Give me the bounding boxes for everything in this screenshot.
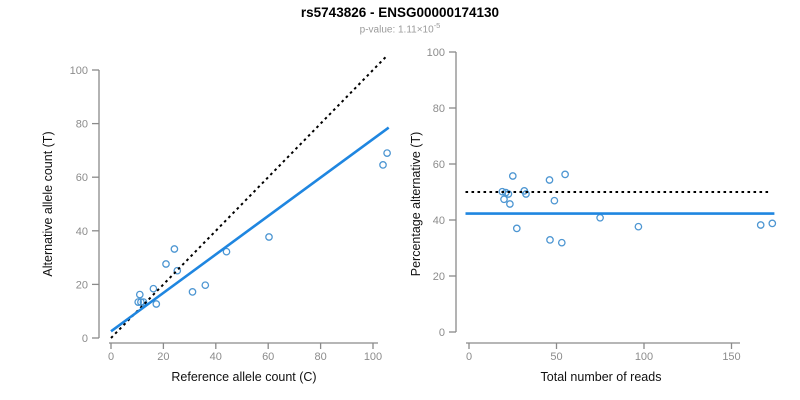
data-point <box>561 170 569 179</box>
p-value-exponent: -5 <box>433 21 441 30</box>
data-point <box>557 238 566 247</box>
y-axis-label-left: Alternative allele count (T) <box>41 131 55 277</box>
y-tick-label: 100 <box>70 65 88 77</box>
x-tick-label: 150 <box>722 351 740 363</box>
y-tick-label: 20 <box>433 271 445 283</box>
y-tick-label: 60 <box>76 172 88 184</box>
data-point <box>173 266 182 275</box>
data-point <box>188 288 197 296</box>
data-point <box>550 196 559 205</box>
y-tick-label: 80 <box>433 103 445 115</box>
identity-line <box>110 55 387 339</box>
x-tick-label: 0 <box>108 351 114 363</box>
y-tick-label: 40 <box>76 226 88 238</box>
y-tick-label: 60 <box>433 159 445 171</box>
y-tick-label: 0 <box>82 333 88 345</box>
data-point <box>522 190 530 198</box>
y-axis-label-right: Percentage alternative (T) <box>409 131 423 277</box>
x-tick-label: 40 <box>210 351 222 363</box>
x-tick-label: 100 <box>364 351 382 363</box>
data-point <box>512 224 521 233</box>
data-point <box>379 161 387 169</box>
data-point <box>152 300 161 308</box>
y-tick-label: 0 <box>439 327 445 339</box>
x-tick-label: 80 <box>314 351 326 363</box>
data-point <box>508 172 517 180</box>
data-point <box>170 245 179 253</box>
x-tick-label: 50 <box>550 351 562 363</box>
data-point <box>596 213 604 222</box>
data-point <box>546 236 554 244</box>
x-tick-label: 60 <box>262 351 274 363</box>
x-axis-label-left: Reference allele count (C) <box>171 370 317 384</box>
data-point <box>768 219 777 228</box>
data-point <box>139 298 148 306</box>
data-point <box>222 247 231 256</box>
data-point <box>504 190 513 198</box>
data-point <box>634 222 643 231</box>
data-point <box>383 149 391 157</box>
plot-title: rs5743826 - ENSG00000174130 <box>300 5 500 20</box>
y-tick-label: 80 <box>76 119 88 131</box>
data-point <box>201 281 210 290</box>
data-point <box>137 298 145 306</box>
x-tick-label: 20 <box>157 351 169 363</box>
data-point <box>545 176 554 184</box>
data-point <box>756 221 765 229</box>
data-point <box>162 260 170 268</box>
regression-line <box>110 126 390 333</box>
data-point <box>134 298 143 306</box>
x-axis-label-right: Total number of reads <box>540 370 662 384</box>
data-point <box>506 200 514 208</box>
data-point <box>149 284 158 293</box>
data-point <box>135 290 144 299</box>
y-tick-label: 100 <box>427 47 445 59</box>
data-point <box>500 195 508 204</box>
y-tick-label: 40 <box>433 215 445 227</box>
x-tick-label: 100 <box>635 351 653 363</box>
data-point <box>265 233 273 241</box>
x-tick-label: 0 <box>466 351 472 363</box>
p-value-text: p-value: 1.11×10 <box>359 24 434 36</box>
p-value-label: p-value: 1.11×10-5 <box>0 21 800 35</box>
y-tick-label: 20 <box>76 279 88 291</box>
